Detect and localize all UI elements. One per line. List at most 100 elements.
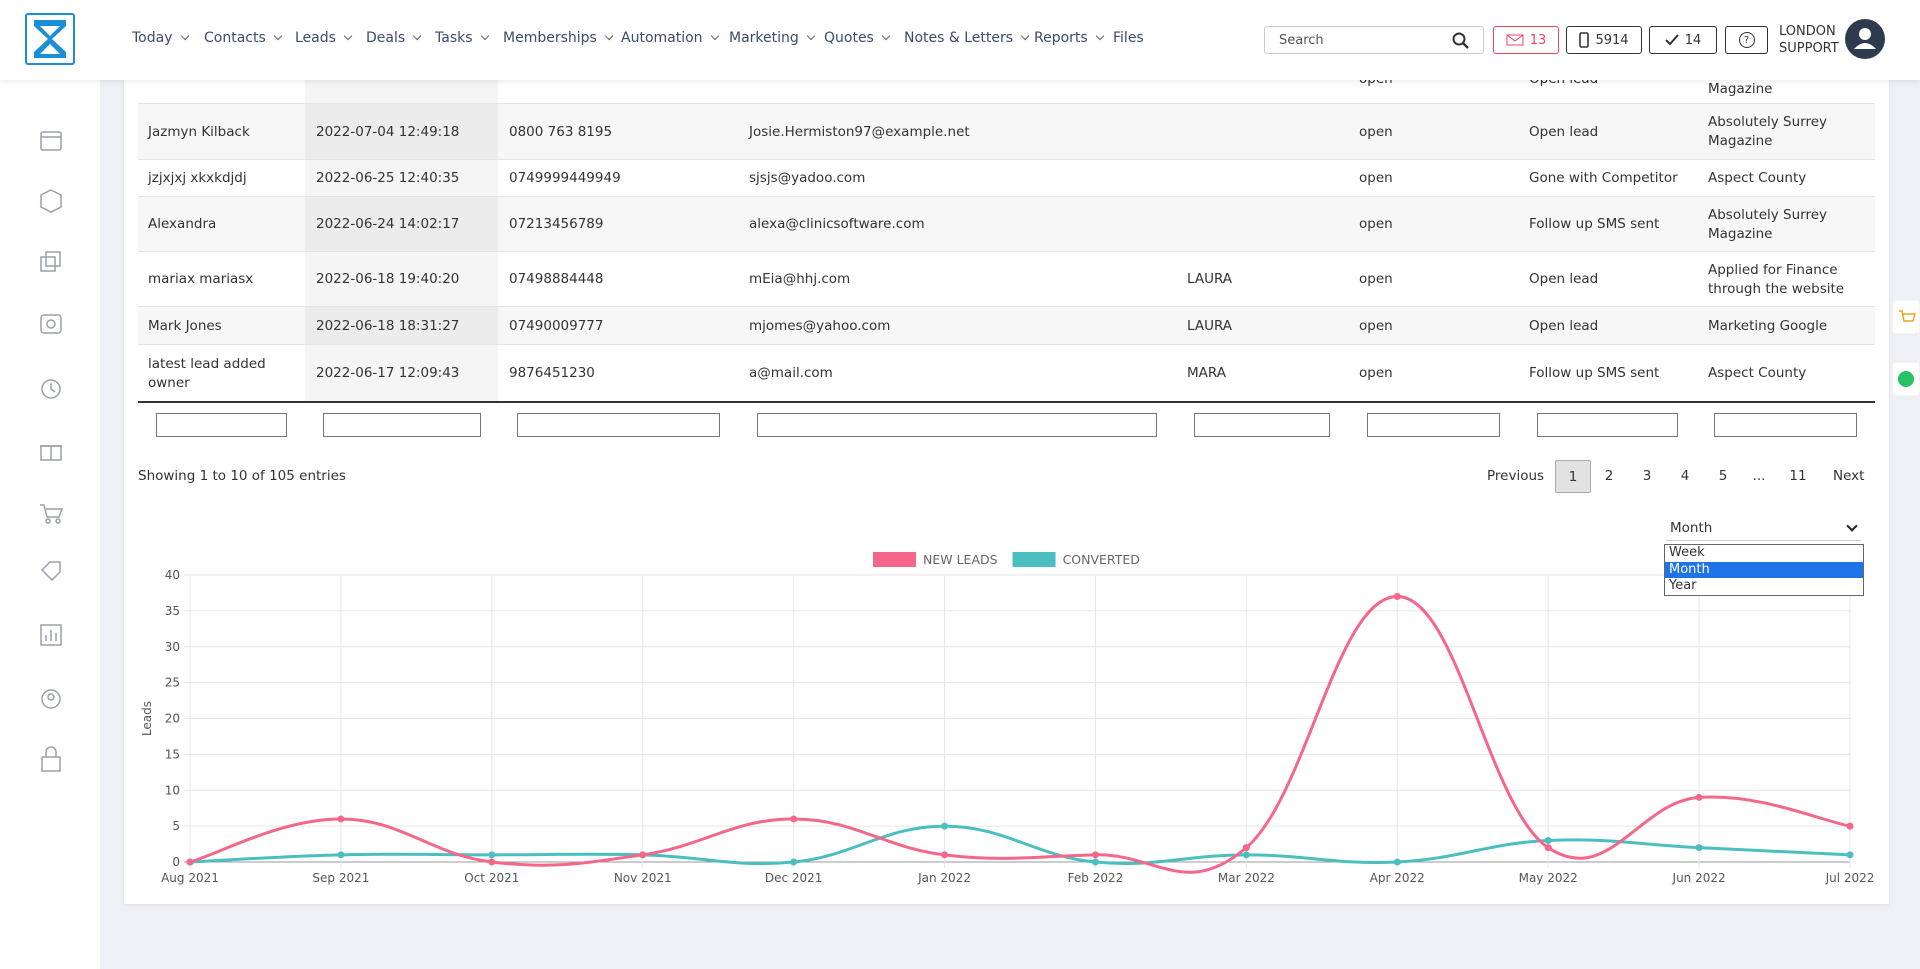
column-filter-input[interactable] bbox=[1714, 413, 1857, 437]
nav-item[interactable]: Deals bbox=[366, 30, 420, 46]
table-cell: Aspect County bbox=[1708, 345, 1868, 402]
table-cell: a@mail.com bbox=[749, 345, 1149, 402]
column-filter-input[interactable] bbox=[156, 413, 287, 437]
data-point bbox=[488, 859, 495, 866]
table-cell: 2022-06-24 14:02:17 bbox=[316, 197, 496, 252]
selected-option: Month bbox=[1670, 520, 1712, 536]
column-filter-input[interactable] bbox=[323, 413, 481, 437]
y-tick-label: 35 bbox=[165, 604, 180, 618]
legend-label: NEW LEADS bbox=[923, 552, 998, 567]
table-cell: Josie.Hermiston97@example.net bbox=[749, 104, 1149, 160]
help-icon: ? bbox=[1739, 32, 1755, 48]
table-cell: open bbox=[1359, 197, 1509, 252]
table-cell: Mark Jones bbox=[148, 307, 293, 345]
select-option[interactable]: Year bbox=[1665, 578, 1863, 595]
phone-button[interactable]: 5914 bbox=[1566, 26, 1642, 54]
x-tick-label: Sep 2021 bbox=[312, 871, 369, 885]
user-name[interactable]: LONDON SUPPORT bbox=[1779, 23, 1839, 57]
table-cell: 9876451230 bbox=[509, 345, 709, 402]
table-cell: MARA bbox=[1187, 345, 1337, 402]
task-button[interactable]: 14 bbox=[1649, 26, 1717, 54]
pagination-page[interactable]: 5 bbox=[1713, 468, 1733, 484]
pagination-previous[interactable]: Previous bbox=[1487, 468, 1544, 484]
data-point bbox=[790, 815, 797, 822]
table-cell: Applied for Finance through the website bbox=[1708, 252, 1868, 307]
nav-item[interactable]: Contacts bbox=[204, 30, 281, 46]
data-point bbox=[1243, 851, 1250, 858]
column-filter-input[interactable] bbox=[757, 413, 1157, 437]
pagination-page[interactable]: 2 bbox=[1599, 468, 1619, 484]
data-point bbox=[941, 823, 948, 830]
table-cell: mjomes@yahoo.com bbox=[749, 307, 1149, 345]
column-filter-input[interactable] bbox=[1194, 413, 1330, 437]
nav-item[interactable]: Tasks bbox=[435, 30, 488, 46]
nav-item[interactable]: Notes & Letters bbox=[904, 30, 1028, 46]
table-cell: 0800 763 8195 bbox=[509, 104, 709, 160]
mail-icon bbox=[1506, 34, 1524, 46]
table-cell: jzjxjxj xkxkdjdj bbox=[148, 160, 293, 197]
mail-button[interactable]: 13 bbox=[1493, 26, 1559, 54]
x-tick-label: Apr 2022 bbox=[1370, 871, 1425, 885]
select-option[interactable]: Month bbox=[1665, 562, 1863, 579]
data-point bbox=[488, 851, 495, 858]
table-cell: Gone with Competitor bbox=[1529, 160, 1699, 197]
table-cell: 07498884448 bbox=[509, 252, 709, 307]
x-tick-label: Nov 2021 bbox=[614, 871, 672, 885]
nav-item[interactable]: Automation bbox=[621, 30, 718, 46]
column-filter-input[interactable] bbox=[517, 413, 720, 437]
nav-item[interactable]: Today bbox=[132, 30, 188, 46]
legend-swatch bbox=[1013, 552, 1056, 567]
data-point bbox=[337, 851, 344, 858]
data-point bbox=[1394, 593, 1401, 600]
user-line: LONDON bbox=[1779, 23, 1839, 40]
nav-item[interactable]: Memberships bbox=[503, 30, 612, 46]
legend-label: CONVERTED bbox=[1063, 552, 1140, 567]
search-icon[interactable] bbox=[1452, 32, 1470, 50]
table-cell: 0749999449949 bbox=[509, 160, 709, 197]
table-cell: Marketing Google bbox=[1708, 307, 1868, 345]
nav-item[interactable]: Files bbox=[1113, 30, 1144, 46]
y-tick-label: 40 bbox=[165, 568, 180, 582]
x-tick-label: Oct 2021 bbox=[464, 871, 519, 885]
mail-count: 13 bbox=[1530, 33, 1547, 48]
select-option[interactable]: Week bbox=[1665, 545, 1863, 562]
pagination-page[interactable]: 3 bbox=[1637, 468, 1657, 484]
nav-item[interactable]: Leads bbox=[295, 30, 351, 46]
data-point bbox=[187, 859, 194, 866]
search-placeholder: Search bbox=[1279, 33, 1324, 48]
x-tick-label: Dec 2021 bbox=[765, 871, 823, 885]
x-tick-label: Feb 2022 bbox=[1068, 871, 1124, 885]
data-point bbox=[1696, 794, 1703, 801]
pagination-page[interactable]: ... bbox=[1749, 468, 1769, 484]
nav-item[interactable]: Marketing bbox=[729, 30, 814, 46]
search-box[interactable]: Search bbox=[1264, 26, 1484, 54]
table-cell: open bbox=[1359, 307, 1509, 345]
data-point bbox=[1545, 844, 1552, 851]
table-cell: Follow up SMS sent bbox=[1529, 345, 1699, 402]
table-cell: 07490009777 bbox=[509, 307, 709, 345]
column-filter-input[interactable] bbox=[1537, 413, 1678, 437]
pagination-next[interactable]: Next bbox=[1833, 468, 1864, 484]
table-cell: Absolutely Surrey Magazine bbox=[1708, 197, 1868, 252]
period-select[interactable]: Month bbox=[1666, 516, 1861, 541]
data-point bbox=[1696, 844, 1703, 851]
check-icon bbox=[1665, 34, 1679, 46]
logo[interactable] bbox=[24, 12, 76, 66]
y-tick-label: 0 bbox=[172, 855, 180, 869]
pagination-page[interactable]: 1 bbox=[1555, 460, 1591, 493]
table-cell: 07213456789 bbox=[509, 197, 709, 252]
table-cell: Jazmyn Kilback bbox=[148, 104, 293, 160]
avatar[interactable] bbox=[1845, 19, 1885, 59]
table-cell: mEia@hhj.com bbox=[749, 252, 1149, 307]
pagination-page[interactable]: 4 bbox=[1675, 468, 1695, 484]
help-button[interactable]: ? bbox=[1725, 26, 1768, 54]
table-cell: Absolutely Surrey Magazine bbox=[1708, 104, 1868, 160]
data-point bbox=[1545, 837, 1552, 844]
nav-item[interactable]: Quotes bbox=[824, 30, 889, 46]
x-tick-label: May 2022 bbox=[1519, 871, 1578, 885]
column-filter-input[interactable] bbox=[1367, 413, 1500, 437]
pagination-page[interactable]: 11 bbox=[1788, 468, 1808, 484]
data-point bbox=[1847, 823, 1854, 830]
nav-item[interactable]: Reports bbox=[1034, 30, 1103, 46]
table-cell: mariax mariasx bbox=[148, 252, 293, 307]
